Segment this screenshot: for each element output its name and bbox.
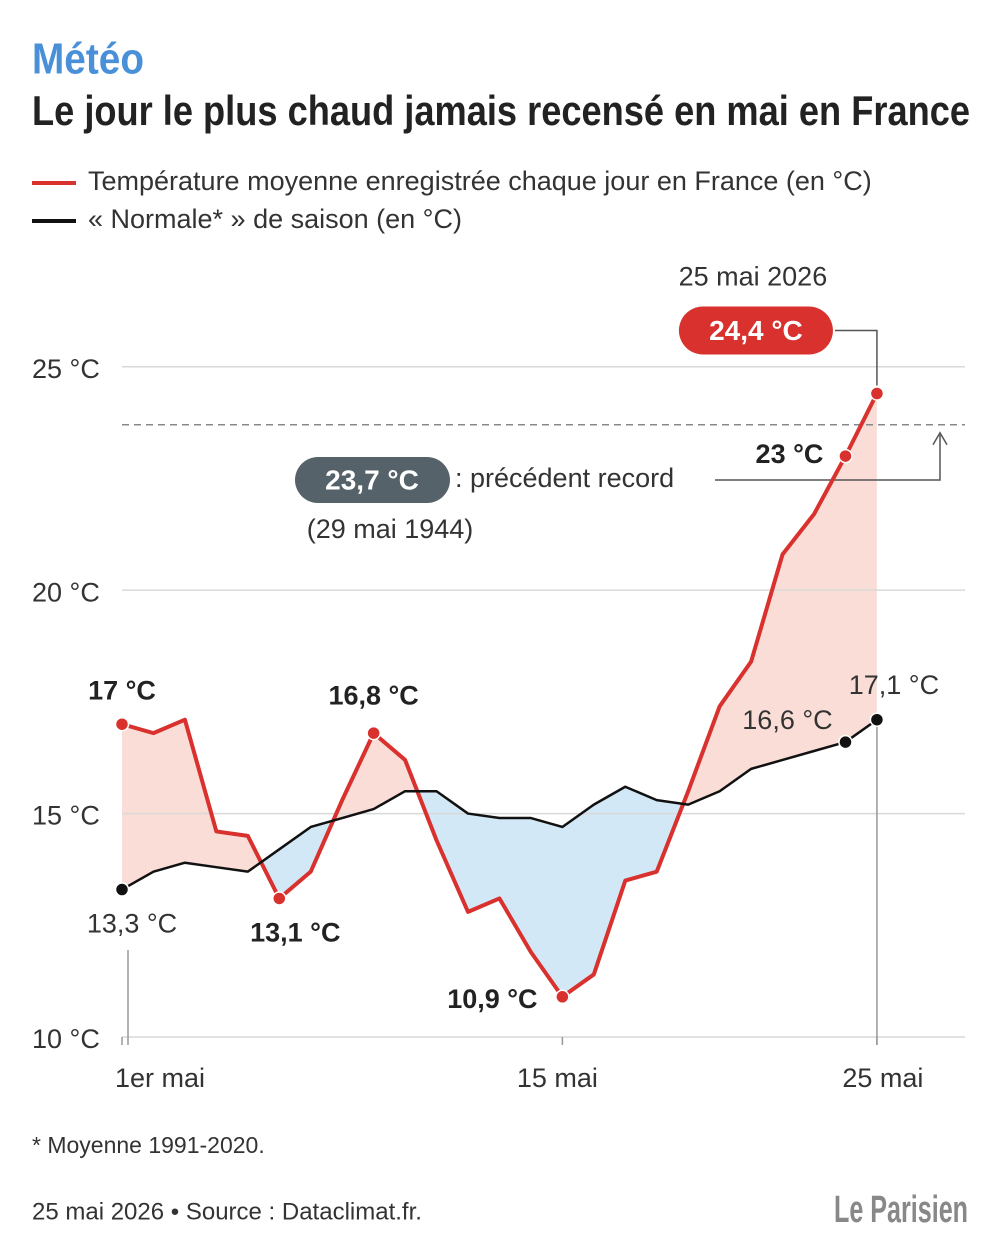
record-date: (29 mai 1944)	[307, 514, 474, 544]
data-label: 17,1 °C	[849, 670, 939, 700]
y-tick-label: 20 °C	[32, 577, 100, 607]
record-value: 23,7 °C	[325, 464, 419, 495]
y-tick-label: 15 °C	[32, 801, 100, 831]
kicker: Météo	[32, 35, 144, 84]
area-below-normal	[122, 719, 877, 997]
y-tick-label: 10 °C	[32, 1024, 100, 1054]
peak-pill	[678, 306, 833, 355]
data-point	[272, 891, 287, 906]
legend-label: Température moyenne enregistrée chaque j…	[88, 166, 872, 196]
series-line	[121, 718, 878, 891]
x-tick-label: 25 mai	[842, 1063, 923, 1093]
data-point	[366, 725, 381, 741]
data-point	[869, 386, 885, 401]
data-label: 17 °C	[88, 675, 156, 705]
plot: 10 °C 15 °C 20 °C 25 °C 1er mai 15 mai 25 mai 2…	[32, 262, 965, 1093]
data-label: 13,3 °C	[87, 909, 177, 939]
record-pill	[295, 457, 450, 503]
data-point	[869, 712, 885, 727]
record-arrow	[715, 434, 941, 481]
areas	[122, 393, 877, 997]
data-label: 10,9 °C	[447, 984, 537, 1014]
y-tick-label: 25 °C	[32, 354, 100, 384]
chart-title: Le jour le plus chaud jamais recensé en …	[32, 87, 970, 134]
record-arrowhead	[932, 431, 948, 446]
data-point	[838, 448, 853, 464]
data-label: 16,6 °C	[742, 705, 832, 735]
data-point	[555, 989, 570, 1005]
record-text: : précédent record	[455, 463, 674, 493]
peak-date: 25 mai 2026	[679, 262, 828, 292]
data-point	[838, 734, 853, 750]
leader-line	[835, 329, 878, 386]
data-label: 16,8 °C	[328, 680, 418, 710]
data-label: 13,1 °C	[250, 918, 340, 948]
brand-logo: Le Parisien	[834, 1189, 968, 1231]
series-line	[121, 392, 879, 999]
footnote: * Moyenne 1991-2020.	[32, 1132, 265, 1158]
legend-label: « Normale* » de saison (en °C)	[88, 204, 462, 234]
data-label: 24,4 °C	[709, 315, 803, 346]
data-label: 23 °C	[756, 439, 824, 469]
source: 25 mai 2026 • Source : Dataclimat.fr.	[32, 1198, 422, 1225]
legend: Température moyenne enregistrée chaque j…	[32, 166, 872, 234]
x-tick-label: 15 mai	[517, 1063, 598, 1093]
data-point	[114, 882, 130, 897]
data-point	[114, 716, 130, 732]
x-tick-label: 1er mai	[115, 1063, 205, 1093]
